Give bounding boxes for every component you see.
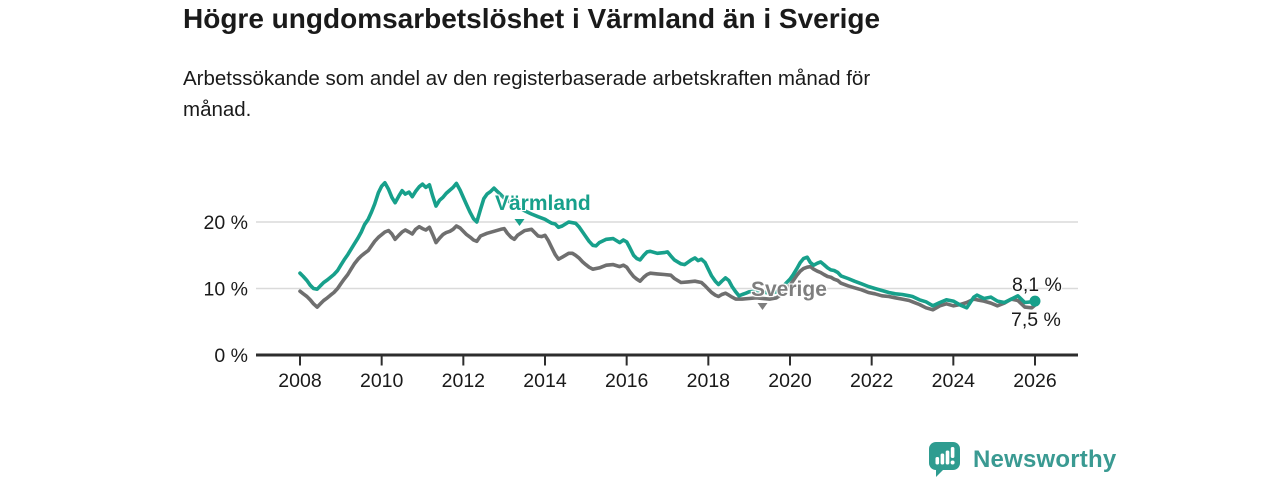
series-label-sverige: Sverige <box>751 278 827 301</box>
x-tick-label: 2026 <box>1013 370 1056 392</box>
x-tick-label: 2014 <box>523 370 567 392</box>
varmland-label-arrow-icon <box>514 219 525 226</box>
series-line-sverige <box>298 224 1037 312</box>
series-label-varmland: Värmland <box>495 192 591 215</box>
x-tick-label: 2022 <box>850 370 893 392</box>
newsworthy-wordmark: Newsworthy <box>973 445 1117 473</box>
y-tick-label: 20 % <box>204 212 248 234</box>
x-tick-label: 2012 <box>442 370 485 392</box>
y-tick-label: 10 % <box>204 279 248 301</box>
series-end-dot-värmland <box>1029 295 1041 307</box>
newsworthy-bubble-chart-icon <box>929 442 960 477</box>
end-value-label-varmland: 8,1 % <box>1012 274 1062 296</box>
end-value-label-sverige: 7,5 % <box>1011 309 1061 331</box>
x-tick-label: 2020 <box>768 370 812 392</box>
chart-subtitle: Arbetssökande som andel av den registerb… <box>183 67 871 121</box>
chart-title: Högre ungdomsarbetslöshet i Värmland än … <box>183 3 881 34</box>
newsworthy-logo: Newsworthy <box>928 441 1116 478</box>
x-tick-label: 2008 <box>278 370 321 392</box>
x-tick-label: 2024 <box>932 370 976 392</box>
x-tick-label: 2016 <box>605 370 648 392</box>
sverige-label-arrow-icon <box>757 303 768 310</box>
x-tick-label: 2010 <box>360 370 404 392</box>
x-tick-label: 2018 <box>687 370 730 392</box>
y-tick-label: 0 % <box>214 345 248 367</box>
series-line-värmland <box>298 181 1037 310</box>
